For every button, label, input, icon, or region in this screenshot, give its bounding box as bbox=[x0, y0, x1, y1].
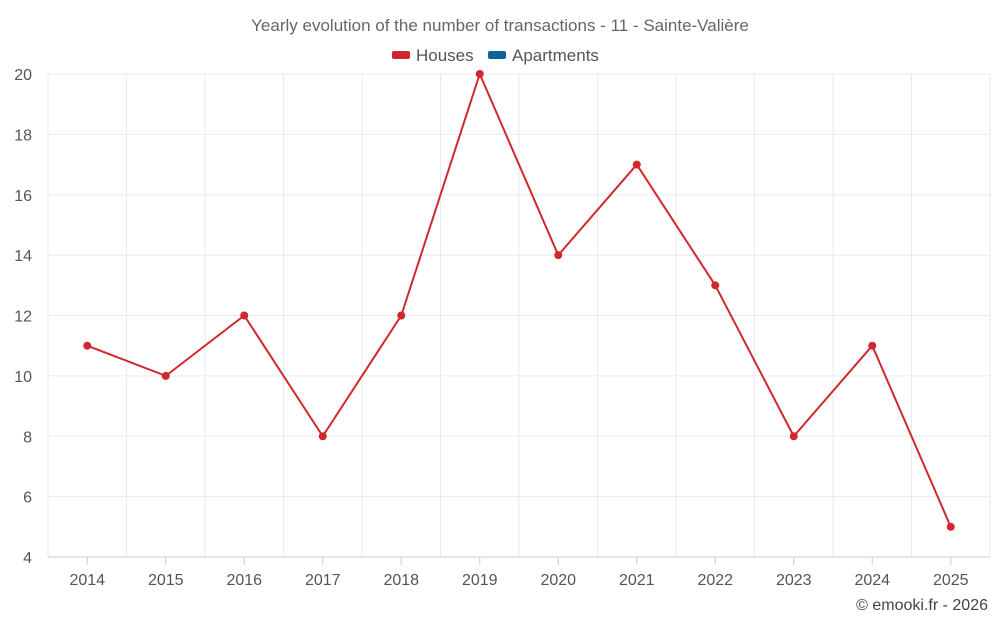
y-tick-labels: 4 6 8 10 12 14 16 18 20 bbox=[14, 67, 32, 567]
series-layer bbox=[83, 70, 955, 531]
legend-label-houses: Houses bbox=[416, 46, 474, 65]
x-tick-label: 2017 bbox=[305, 572, 341, 589]
data-point-houses-2025[interactable] bbox=[946, 522, 955, 531]
y-tick-label: 16 bbox=[14, 188, 32, 205]
x-tick-label: 2021 bbox=[619, 572, 655, 589]
x-tick-label: 2015 bbox=[148, 572, 184, 589]
x-gridlines bbox=[47, 74, 991, 557]
legend-item-apartments[interactable]: Apartments bbox=[488, 46, 599, 65]
x-tick-label: 2014 bbox=[69, 572, 105, 589]
legend-swatch-houses bbox=[392, 51, 410, 59]
y-tick-label: 10 bbox=[14, 369, 32, 386]
legend-swatch-apartments bbox=[488, 51, 506, 59]
y-tick-label: 14 bbox=[14, 248, 32, 265]
credit-text[interactable]: © emooki.fr - 2026 bbox=[856, 597, 988, 614]
data-point-houses-2023[interactable] bbox=[789, 432, 798, 441]
x-tick-label: 2024 bbox=[854, 572, 890, 589]
y-tick-label: 4 bbox=[23, 550, 32, 567]
y-tick-label: 18 bbox=[14, 127, 32, 144]
data-point-houses-2022[interactable] bbox=[711, 281, 720, 290]
x-tick-label: 2022 bbox=[697, 572, 733, 589]
series-line-houses[interactable] bbox=[86, 73, 952, 528]
x-tick-labels: 2014 2015 2016 2017 2018 2019 2020 2021 2022 2023… bbox=[69, 572, 968, 589]
data-point-houses-2017[interactable] bbox=[318, 432, 327, 441]
legend: Houses Apartments bbox=[392, 46, 599, 65]
data-point-houses-2016[interactable] bbox=[240, 311, 249, 320]
axes bbox=[48, 556, 990, 565]
chart-title: Yearly evolution of the number of transa… bbox=[251, 16, 749, 35]
y-tick-label: 20 bbox=[14, 67, 32, 84]
legend-item-houses[interactable]: Houses bbox=[392, 46, 474, 65]
legend-label-apartments: Apartments bbox=[512, 46, 599, 65]
data-point-houses-2018[interactable] bbox=[397, 311, 406, 320]
data-point-houses-2019[interactable] bbox=[475, 70, 484, 78]
x-tick-label: 2023 bbox=[776, 572, 812, 589]
x-tick-label: 2020 bbox=[540, 572, 576, 589]
x-tick-label: 2018 bbox=[383, 572, 419, 589]
x-tick-label: 2019 bbox=[462, 572, 498, 589]
data-point-houses-2024[interactable] bbox=[868, 341, 877, 350]
y-tick-label: 12 bbox=[14, 309, 32, 326]
data-point-houses-2020[interactable] bbox=[554, 251, 563, 260]
x-tick-label: 2016 bbox=[226, 572, 262, 589]
x-tick-label: 2025 bbox=[933, 572, 969, 589]
y-tick-label: 8 bbox=[23, 429, 32, 446]
data-point-houses-2015[interactable] bbox=[161, 371, 170, 380]
data-point-houses-2014[interactable] bbox=[83, 341, 92, 350]
y-tick-label: 6 bbox=[23, 490, 32, 507]
data-point-houses-2021[interactable] bbox=[632, 160, 641, 169]
